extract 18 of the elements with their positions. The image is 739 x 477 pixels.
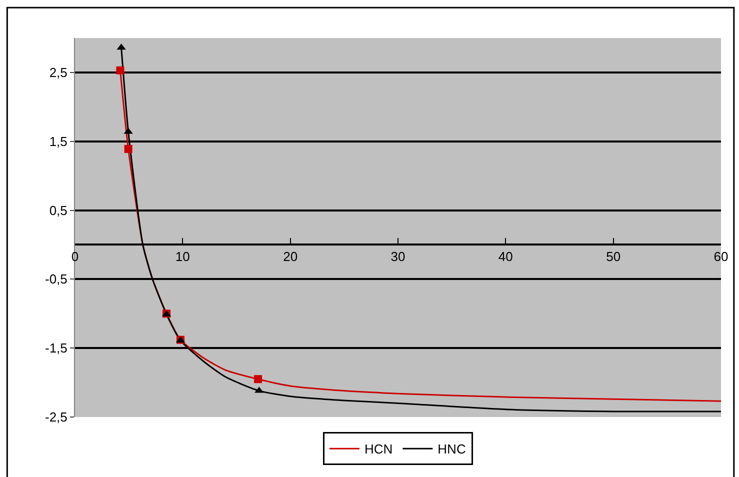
x-tick-label: 30: [390, 249, 406, 264]
y-tick-label: 2,5: [49, 65, 68, 80]
x-tick-label: 40: [498, 249, 513, 264]
y-tick-label: -0,5: [44, 272, 68, 287]
point: [116, 66, 124, 74]
point: [254, 375, 262, 384]
legend-label: HCN: [364, 442, 393, 457]
x-tick-label: 0: [71, 249, 79, 264]
y-tick-label: 0,5: [49, 202, 68, 218]
y-tick-label: -2,5: [44, 410, 68, 425]
x-tick-label: 20: [283, 249, 298, 264]
x-tick-label: 50: [606, 249, 621, 264]
y-tick-label: 1,5: [49, 134, 68, 149]
x-tick-label: 60: [714, 249, 728, 264]
y-tick-label: -1,5: [44, 340, 68, 356]
point: [124, 144, 132, 153]
x-tick-label: 10: [175, 249, 190, 264]
legend-label: HNC: [438, 442, 466, 457]
